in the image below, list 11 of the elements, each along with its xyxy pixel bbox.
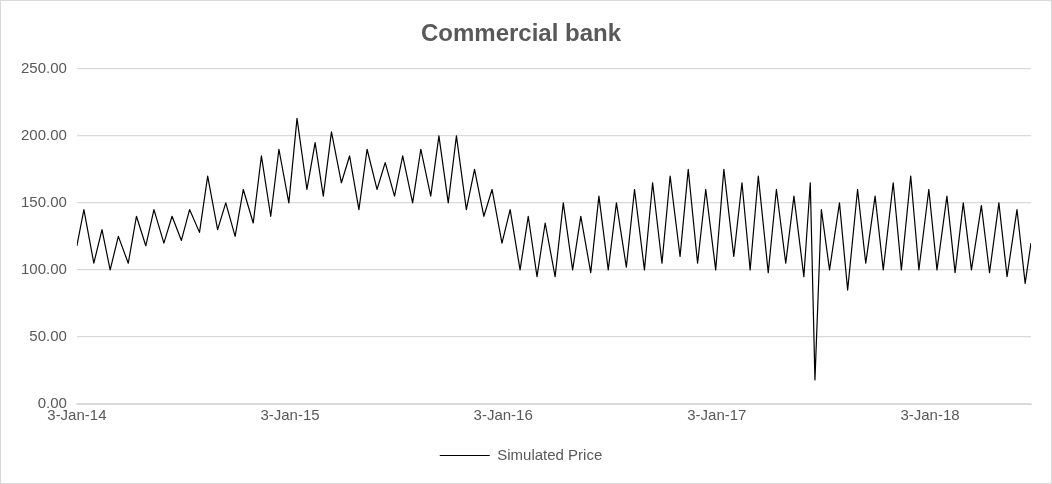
legend-label: Simulated Price — [497, 445, 603, 463]
x-tick-label: 3-Jan-17 — [687, 406, 747, 424]
y-tick-label: 200.00 — [20, 125, 67, 143]
chart-title: Commercial bank — [420, 19, 622, 47]
x-tick-label: 3-Jan-16 — [473, 406, 533, 424]
y-tick-label: 150.00 — [20, 193, 67, 211]
x-tick-label: 3-Jan-18 — [900, 406, 960, 424]
y-tick-label: 100.00 — [20, 260, 67, 278]
x-tick-label: 3-Jan-15 — [260, 406, 320, 424]
y-tick-label: 250.00 — [20, 58, 67, 76]
y-tick-label: 50.00 — [29, 327, 67, 345]
